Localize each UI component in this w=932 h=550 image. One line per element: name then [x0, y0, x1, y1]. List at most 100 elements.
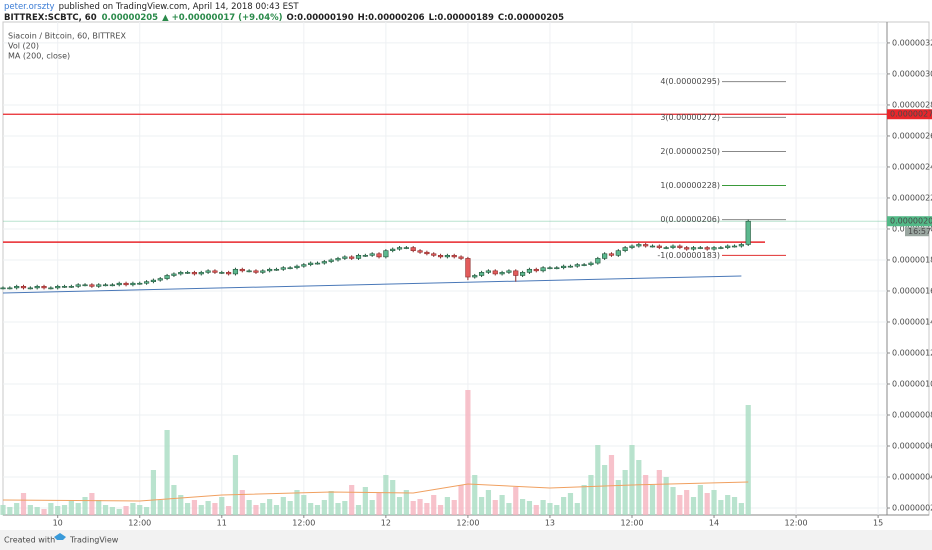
change: ▲ +0.00000017 (+9.04%) [162, 13, 283, 23]
candle-body [212, 270, 218, 273]
candle-body [485, 270, 492, 273]
volume-bar [677, 495, 683, 515]
volume-bar [61, 505, 68, 515]
candle-body [267, 268, 273, 272]
candle-body [533, 268, 539, 272]
volume-bar [109, 507, 115, 515]
volume-bar [499, 495, 505, 515]
volume-bar [273, 505, 280, 515]
volume-bar [390, 480, 396, 515]
volume-bar [602, 465, 608, 515]
volume-bar [718, 500, 724, 515]
candle-body [89, 284, 95, 287]
volume-bar [116, 509, 122, 515]
candle-body [738, 244, 744, 247]
footer-created: Created with [4, 536, 55, 545]
candle-body [308, 262, 314, 265]
volume-bar [89, 493, 95, 515]
candle-body [725, 245, 731, 248]
author[interactable]: peter.orszty [4, 2, 55, 12]
candle-body [321, 261, 327, 264]
candle-body [588, 262, 594, 265]
candle-body [711, 247, 717, 250]
candle-body [519, 272, 526, 276]
volume-bar [280, 497, 286, 515]
candle-body [205, 270, 211, 273]
candle-body [184, 272, 191, 274]
volume-bar [533, 505, 539, 515]
candle-body [253, 270, 259, 273]
volume-bar [608, 455, 615, 515]
candle-body [355, 255, 362, 259]
last-price-box [887, 216, 932, 227]
footer-brand[interactable]: TradingView [69, 536, 119, 545]
x-tick-label: 13 [545, 519, 555, 528]
volume-bar [465, 390, 471, 515]
volume-bar [48, 503, 54, 515]
candle-body [232, 268, 239, 275]
candle-body [403, 247, 409, 249]
candle-body [116, 282, 122, 286]
volume-bar [567, 493, 574, 515]
volume-bar [615, 480, 621, 515]
y-tick-label: 0.00000300 [892, 69, 932, 78]
volume-bar [20, 493, 27, 515]
candle-body [731, 245, 738, 248]
close: C:0.00000205 [498, 13, 564, 23]
candle-body [376, 253, 382, 258]
volume-bar [198, 505, 204, 515]
y-tick-label: 0.00000120 [892, 348, 932, 357]
y-tick-label: 0.00000060 [892, 442, 932, 451]
candle-body [567, 265, 574, 268]
candle-body [690, 247, 697, 250]
candle-body [27, 287, 33, 290]
candle-body [554, 267, 560, 270]
volume-bar [212, 503, 218, 515]
y-tick-label: 0.00000020 [892, 504, 932, 513]
candle-body [198, 272, 204, 275]
price: 0.00000205 [102, 13, 159, 23]
x-tick-label: 12:00 [620, 519, 643, 528]
low: L:0.00000189 [429, 13, 494, 23]
candle-body [260, 270, 266, 273]
resistance-label: 0.00000274 [890, 110, 932, 119]
candle-body [513, 270, 519, 276]
y-tick-label: 0.00000320 [892, 38, 932, 47]
volume-bar [458, 485, 464, 515]
volume-bar [27, 505, 33, 515]
y-tick-label: 0.00000160 [892, 286, 932, 295]
volume-bar [574, 503, 580, 515]
volume-bar [437, 505, 444, 515]
candle-body [294, 265, 300, 269]
y-tick-label: 0.00000280 [892, 100, 932, 109]
fib-label: 2(0.00000250) [660, 147, 720, 156]
volume-bar [41, 509, 47, 515]
candle-body [130, 282, 136, 286]
candle-body [431, 253, 437, 256]
volume-bar [171, 485, 177, 515]
volume-bar [383, 475, 389, 515]
legend-entry: Siacoin / Bitcoin, 60, BITTREX [8, 32, 126, 41]
candle-body [492, 270, 498, 275]
candle-body [164, 275, 170, 279]
countdown-box [905, 227, 929, 237]
volume-bar [492, 500, 498, 515]
last-price-label: 0.00000205 [890, 217, 932, 226]
volume-bar [164, 430, 170, 515]
volume-bar [396, 497, 403, 515]
volume-bar [34, 507, 40, 515]
candle-body [48, 287, 54, 290]
volume-bar [219, 497, 225, 515]
y-tick-label: 0.00000040 [892, 473, 932, 482]
volume-bar [314, 505, 321, 515]
volume-bar [410, 501, 416, 515]
candle-body [157, 278, 163, 281]
candle-body [143, 281, 150, 284]
volume-bar [690, 497, 697, 515]
volume-bar [595, 445, 601, 515]
volume-bar [649, 485, 656, 515]
volume-bar [267, 499, 273, 515]
volume-bar [554, 505, 560, 515]
candle-body [383, 250, 389, 258]
candle-body [102, 284, 109, 287]
